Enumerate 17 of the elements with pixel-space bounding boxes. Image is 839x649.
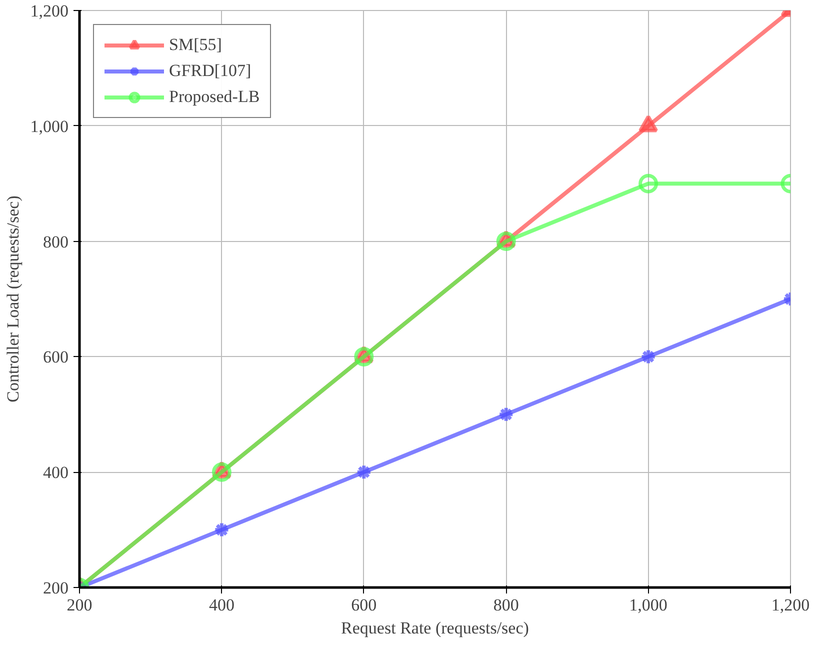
x-tick-label: 600 xyxy=(351,596,377,614)
x-axis-title: Request Rate (requests/sec) xyxy=(341,618,529,638)
x-tick-label: 800 xyxy=(493,596,519,614)
y-axis-title: Controller Load (requests/sec) xyxy=(3,196,22,402)
x-tick-label: 1,000 xyxy=(629,596,668,614)
legend-label: Proposed-LB xyxy=(169,87,260,107)
y-tick-label: 800 xyxy=(43,232,68,252)
x-tick-label: 200 xyxy=(66,596,92,614)
legend-label: GFRD[107] xyxy=(169,61,252,81)
legend-label: SM[55] xyxy=(169,35,222,55)
x-tick-label: 400 xyxy=(208,596,234,614)
y-tick-label: 600 xyxy=(43,348,68,367)
x-tick-label: 1,200 xyxy=(771,596,810,614)
y-tick-label: 400 xyxy=(43,463,68,482)
y-tick-label: 1,000 xyxy=(30,116,68,136)
y-tick-label: 200 xyxy=(43,578,68,598)
y-tick-label: 1,200 xyxy=(30,2,68,20)
